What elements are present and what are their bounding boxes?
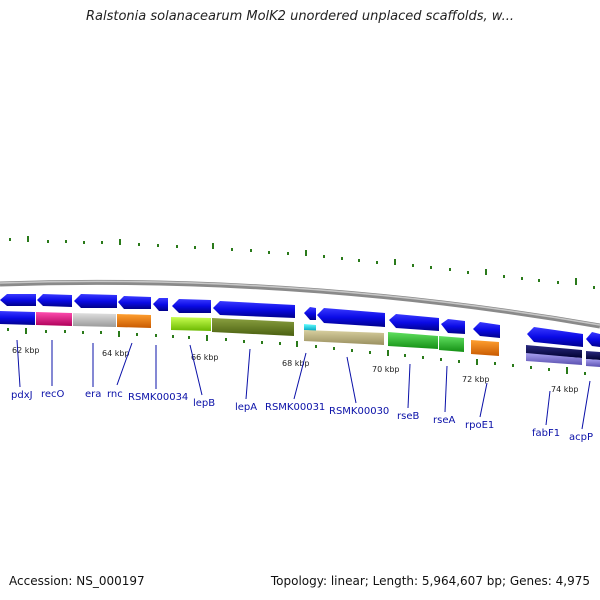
gene-arrow[interactable] — [441, 319, 465, 334]
gene-labels: pdxJ recO era rnc RSMK00034 lepB lepA RS… — [11, 389, 593, 443]
gene-arrow[interactable] — [118, 296, 151, 309]
backbone — [0, 279, 600, 329]
gene-arrow[interactable] — [389, 314, 439, 331]
tick-label: 62 kbp — [12, 346, 40, 355]
gene-bar[interactable] — [117, 314, 151, 328]
gene-bar[interactable] — [471, 340, 499, 356]
gene-arrow[interactable] — [473, 322, 500, 338]
map-title: Ralstonia solanacearum MolK2 unordered u… — [85, 9, 514, 24]
gene-label-rseB[interactable]: rseB — [397, 411, 419, 422]
gene-bar[interactable] — [304, 330, 384, 345]
gene-label-lepA[interactable]: lepA — [235, 402, 257, 413]
gene-bar[interactable] — [212, 318, 294, 336]
gene-arrow[interactable] — [304, 307, 316, 320]
lower-strand-genes — [0, 311, 600, 367]
label-leaders — [16, 339, 591, 430]
tick-label: 68 kbp — [282, 359, 310, 368]
gene-label-rpoE1[interactable]: rpoE1 — [465, 420, 494, 431]
gene-arrow[interactable] — [317, 308, 385, 327]
gene-bar[interactable] — [304, 324, 316, 331]
gene-bar[interactable] — [73, 313, 116, 327]
gene-label-rseA[interactable]: rseA — [433, 415, 455, 426]
gene-label-pdxJ[interactable]: pdxJ — [11, 390, 33, 401]
gene-label-RSMK00034[interactable]: RSMK00034 — [128, 392, 188, 403]
gene-label-era[interactable]: era — [85, 389, 101, 400]
gene-arrow[interactable] — [586, 332, 600, 347]
gene-bar[interactable] — [36, 312, 72, 326]
tick-label: 64 kbp — [102, 349, 130, 358]
outer-ticks — [9, 236, 595, 289]
gene-arrow[interactable] — [74, 294, 117, 308]
gene-label-acpP[interactable]: acpP — [569, 432, 593, 443]
upper-strand-genes — [0, 294, 600, 347]
gene-label-recO[interactable]: recO — [41, 389, 65, 400]
tick-label: 72 kbp — [462, 375, 490, 384]
gene-arrow[interactable] — [37, 294, 72, 307]
tick-labels: 62 kbp 64 kbp 66 kbp 68 kbp 70 kbp 72 kb… — [12, 346, 579, 394]
gene-bar[interactable] — [526, 353, 582, 365]
gene-arrow[interactable] — [172, 299, 211, 313]
gene-bar[interactable] — [439, 336, 464, 352]
gene-bar[interactable] — [171, 317, 211, 331]
gene-arrow[interactable] — [0, 294, 36, 306]
accession-text: Accession: NS_000197 — [9, 574, 145, 588]
tick-label: 74 kbp — [551, 385, 579, 394]
tick-label: 70 kbp — [372, 365, 400, 374]
gene-arrow[interactable] — [213, 301, 295, 318]
gene-bar[interactable] — [586, 359, 600, 367]
gene-arrow[interactable] — [153, 298, 168, 311]
gene-bar[interactable] — [388, 332, 438, 349]
gene-bar[interactable] — [0, 311, 35, 325]
gene-label-fabF1[interactable]: fabF1 — [532, 428, 560, 439]
gene-label-rnc[interactable]: rnc — [107, 389, 123, 400]
gene-label-lepB[interactable]: lepB — [193, 398, 215, 409]
gene-arrow[interactable] — [527, 327, 583, 347]
inner-ticks — [7, 328, 586, 375]
gene-label-RSMK00030[interactable]: RSMK00030 — [329, 406, 389, 417]
backbone-highlight — [0, 280, 600, 326]
gene-label-RSMK00031[interactable]: RSMK00031 — [265, 402, 325, 413]
gene-bar[interactable] — [586, 351, 600, 360]
tick-label: 66 kbp — [191, 353, 219, 362]
topology-summary: Topology: linear; Length: 5,964,607 bp; … — [270, 574, 590, 588]
